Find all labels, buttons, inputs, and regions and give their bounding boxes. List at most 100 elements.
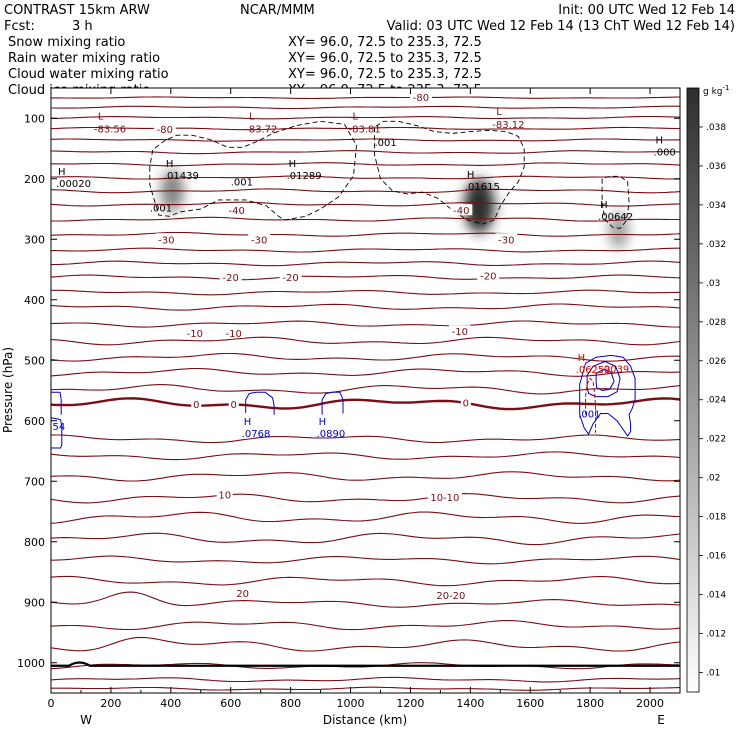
isotherm-28	[51, 175, 680, 180]
fcst-value: 3 h	[72, 19, 93, 34]
high-value-3: .01615	[465, 182, 500, 193]
contour-label-5: -30	[251, 235, 267, 246]
contour-label-bg-0	[153, 123, 176, 135]
x-tick-label-3: 600	[220, 697, 241, 710]
high-value-2: .01289	[287, 171, 322, 182]
x-tick-label-1: 200	[100, 697, 121, 710]
contour-label-4: -30	[158, 235, 174, 246]
extra-label-4: .001	[374, 138, 396, 149]
high-marker-7: H	[319, 417, 327, 428]
temperature-contours	[51, 96, 680, 691]
isotherm-18	[51, 320, 680, 328]
y-tick-label-6: 700	[24, 475, 45, 488]
isotherm-7	[51, 555, 680, 565]
freezing-level-isotherm	[51, 397, 680, 411]
x-tick-label-9: 1800	[576, 697, 604, 710]
colorbar-tick-label-8: .026	[706, 357, 726, 367]
colorbar-tick-label-3: .016	[706, 552, 726, 562]
contour-label-8: -20	[282, 273, 298, 284]
contour-label-bg-8	[279, 270, 302, 282]
x-tick-label-4: 800	[280, 697, 301, 710]
isotherm-14	[51, 384, 680, 395]
contour-label-bg-14	[228, 397, 239, 409]
colorbar: g kg-1 .01 .012 .014 .016 .018 .02 .022 .024 .02…	[686, 84, 729, 693]
contour-label-0: -80	[157, 125, 173, 136]
low-value-3: -83.12	[492, 120, 524, 131]
field-3-xy: XY= 96.0, 72.5 to 235.3, 72.5	[288, 67, 482, 82]
colorbar-ticks: .01 .012 .014 .016 .018 .02 .022 .024 .026 .028 .0…	[699, 123, 726, 679]
cloud-water-contour-0	[245, 391, 275, 415]
isotherm-8	[51, 532, 680, 546]
low-marker-3: L	[496, 107, 502, 118]
init-time: Init: 00 UTC Wed 12 Feb 14	[558, 3, 735, 18]
rain-contour-0	[585, 377, 596, 433]
header: CONTRAST 15km ARW NCAR/MMM Init: 00 UTC …	[4, 3, 735, 98]
y-tick-label-4: 500	[24, 354, 45, 367]
colorbar-tick-label-14: .038	[706, 123, 726, 133]
extra-label-2: .001	[231, 177, 253, 188]
contour-label-bg-16	[216, 488, 233, 500]
y-tick-label-7: 800	[24, 536, 45, 549]
x-tick-label-0: 0	[48, 697, 55, 710]
isotherm-17	[51, 336, 680, 346]
contour-label-bg-5	[248, 233, 271, 245]
x-axis-label: Distance (km)	[323, 713, 407, 727]
isotherm-30	[51, 150, 680, 155]
contour-label-bg-11	[222, 327, 245, 339]
east-label: E	[657, 713, 665, 727]
extra-label-3: .001	[150, 203, 172, 214]
ground-surface	[51, 661, 680, 667]
isotherm-24	[51, 231, 680, 237]
rain-water-contours	[585, 377, 596, 433]
high-value-5: .000	[654, 147, 676, 158]
low-marker-2: L	[353, 111, 359, 122]
contour-label-bg-3	[450, 204, 473, 216]
high-value-8: .06253	[576, 365, 611, 376]
cloud-water-contour-2	[51, 391, 62, 415]
contour-label-bg-1	[409, 91, 432, 103]
high-marker-5: H	[656, 135, 664, 146]
contour-label-bg-9	[477, 269, 500, 281]
isotherm-29	[51, 162, 680, 167]
high-marker-6: H	[244, 417, 252, 428]
field-3-name: Cloud water mixing ratio	[8, 67, 169, 82]
cloud-water-contour-3	[51, 417, 63, 449]
contour-label-14: 0	[231, 400, 237, 411]
contour-label-6: -30	[498, 235, 514, 246]
contour-label-bg-7	[219, 270, 242, 282]
cloud-water-contour-6	[595, 368, 615, 392]
field-2-name: Rain water mixing ratio	[8, 51, 160, 66]
x-tick-label-8: 1600	[516, 697, 544, 710]
ice-contour-0	[149, 120, 357, 221]
isotherm-35	[51, 96, 680, 100]
isotherm-25	[51, 216, 680, 222]
contour-label-bg-12	[448, 325, 471, 337]
high-marker-3: H	[467, 170, 475, 181]
fcst-label: Fcst:	[4, 19, 35, 34]
high-value-0: .00020	[56, 179, 91, 190]
isotherm-10	[51, 493, 680, 504]
isotherm-9	[51, 511, 680, 524]
colorbar-tick-label-7: .024	[706, 396, 726, 406]
contour-label-10: -10	[187, 329, 203, 340]
isotherm-11	[51, 471, 680, 482]
colorbar-tick-label-0: .01	[706, 669, 720, 679]
model-center: NCAR/MMM	[240, 3, 315, 18]
isotherm-27	[51, 188, 680, 194]
contour-label-bg-10	[183, 327, 206, 339]
colorbar-tick-label-12: .034	[706, 201, 726, 211]
colorbar-tick-label-10: .03	[706, 279, 720, 289]
isotherm-26	[51, 201, 680, 207]
x-tick-label-7: 1400	[456, 697, 484, 710]
contour-label-2: -40	[229, 206, 245, 217]
contour-label-bg-4	[155, 233, 178, 245]
contour-label-18: 20	[236, 589, 249, 600]
y-axis-label: Pressure (hPa)	[1, 347, 15, 433]
x-tick-label-10: 2000	[636, 697, 664, 710]
low-marker-0: L	[98, 111, 104, 122]
low-marker-1: L	[249, 111, 255, 122]
contour-label-17: 10-10	[430, 493, 459, 504]
plot-border	[50, 87, 681, 694]
isotherm-1	[51, 676, 680, 683]
